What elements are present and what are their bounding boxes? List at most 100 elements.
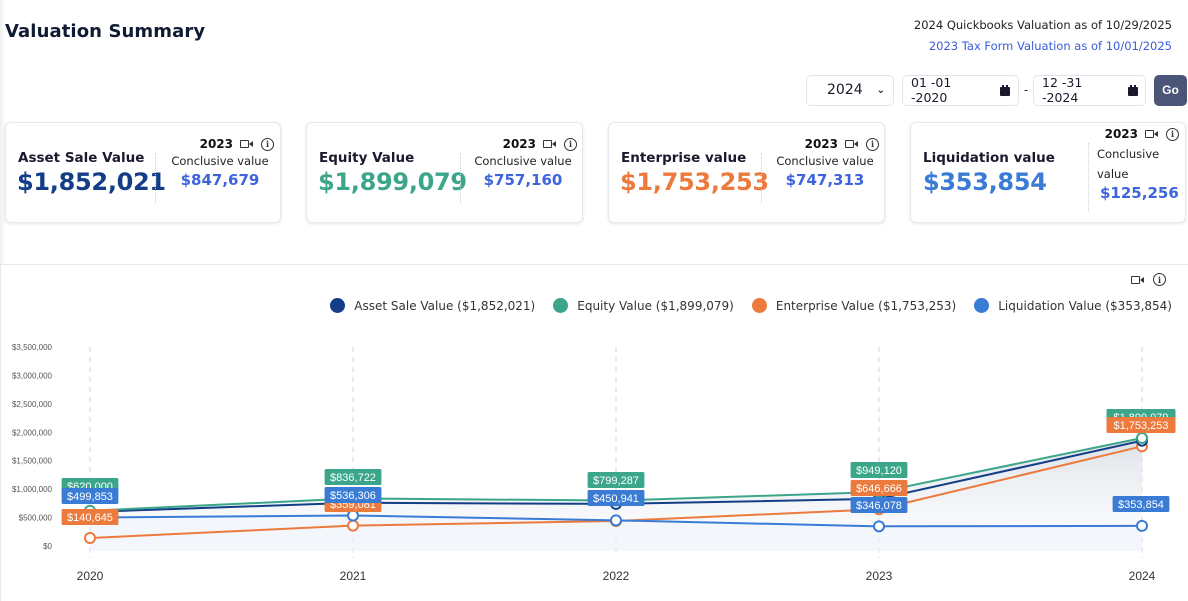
conclusive-value: $757,160 [483,171,563,189]
data-label-equity-value-bg [324,469,382,485]
data-point-liquidation-value [873,520,885,533]
data-label-equity-value-bg [587,472,645,488]
info-icon[interactable]: i [1153,273,1166,286]
conclusive-label: Conclusive value [776,154,874,168]
data-label-liquidation-value-bg [61,488,119,504]
video-icon[interactable] [240,139,254,149]
card-conclusive: 2023 i Conclusive value $847,679 [166,135,274,189]
chevron-down-icon: ⌄ [876,84,885,96]
legend-item-liquidation[interactable]: Liquidation Value ($353,854) [974,298,1172,313]
card-divider [1088,143,1089,211]
data-label-liquidation-value: $353,854 [1118,499,1164,511]
data-label-enterprise-value-bg [61,509,119,525]
data-label-equity-value-bg [850,462,908,478]
conclusive-label: Conclusive value [474,154,572,168]
y-tick-label: $0 [43,542,52,551]
card-enterprise-value: Enterprise value $1,753,253 2023 i Concl… [608,122,885,223]
data-label-liquidation-value: $499,853 [67,491,113,503]
card-conclusive: 2023 i Conclusive value $747,313 [771,135,879,189]
card-title: Equity Value [319,150,415,166]
data-label-equity-value: $949,120 [856,465,902,477]
data-label-enterprise-value-bg [1106,417,1176,433]
data-label-liquidation-value: $450,941 [593,493,639,505]
conclusive-label: Conclusive value [171,154,269,168]
chart-legend: Asset Sale Value ($1,852,021) Equity Val… [330,298,1172,313]
conclusive-value: $125,256 [1100,184,1179,202]
info-icon[interactable]: i [261,137,274,151]
date-from-input[interactable]: 01 -01 -2020 [902,74,1019,106]
data-label-liquidation-value: $536,306 [330,490,376,502]
card-year-row: 2023 i [166,135,274,153]
card-year: 2023 [1104,127,1138,141]
quickbooks-valuation-note: 2024 Quickbooks Valuation as of 10/29/20… [913,18,1172,32]
video-icon[interactable] [1131,275,1145,285]
card-divider [460,153,461,203]
data-label-equity-value: $799,287 [593,475,639,487]
video-icon[interactable] [543,139,557,149]
valuation-chart-panel: i Asset Sale Value ($1,852,021) Equity V… [0,264,1188,601]
chart-toolbar: i [1131,273,1166,286]
video-icon[interactable] [845,139,859,149]
card-year: 2023 [502,137,536,151]
data-label-liquidation-value-bg [324,487,382,503]
data-label-enterprise-value: $140,645 [67,512,113,524]
card-conclusive: 2023 i Conclusive value $757,160 [469,135,577,189]
data-label-liquidation-value-bg [587,490,645,506]
legend-dot-icon [553,298,569,313]
conclusive-value: $747,313 [785,171,865,189]
line-chart: $0 $500,000 $1,000,000 $1,500,000 $2,000,000… [12,343,1176,583]
date-from-value: 01 -01 -2020 [911,75,952,105]
info-icon[interactable]: i [866,137,879,151]
card-title: Enterprise value [621,150,747,166]
x-tick-label: 2024 [1129,569,1156,583]
card-year-row: 2023 i [1097,125,1179,143]
y-tick-label: $3,000,000 [12,371,53,380]
info-icon[interactable]: i [1166,127,1179,141]
legend-item-equity[interactable]: Equity Value ($1,899,079) [553,298,734,313]
legend-label: Enterprise Value ($1,753,253) [775,298,957,313]
legend-item-asset-sale[interactable]: Asset Sale Value ($1,852,021) [330,298,535,313]
card-divider [761,153,762,203]
data-point-liquidation-value [1136,519,1148,532]
year-select-value: 2024 [827,82,863,98]
conclusive-label: Conclusive value [1097,147,1160,181]
y-tick-label: $1,000,000 [12,485,53,494]
video-icon[interactable] [1145,129,1159,139]
legend-dot-icon [751,298,767,313]
data-label-enterprise-value: $1,753,253 [1113,420,1168,432]
year-select[interactable]: 2024 ⌄ [806,74,894,106]
date-to-input[interactable]: 12 -31 -2024 [1033,74,1146,106]
data-label-enterprise-value: $646,666 [856,483,902,495]
legend-dot-icon [330,298,346,313]
data-point-enterprise-value [347,519,359,532]
x-tick-label: 2020 [77,569,104,583]
x-tick-label: 2021 [340,569,367,583]
y-tick-label: $1,500,000 [12,457,53,466]
y-tick-label: $3,500,000 [12,343,53,352]
go-button[interactable]: Go [1154,74,1187,106]
card-value: $1,852,021 [17,168,166,196]
card-asset-sale-value: Asset Sale Value $1,852,021 2023 i Concl… [5,122,281,223]
x-tick-label: 2022 [603,569,630,583]
conclusive-value: $847,679 [180,171,260,189]
card-year-row: 2023 i [469,135,577,153]
info-icon[interactable]: i [564,137,577,151]
data-point-enterprise-value [84,532,96,545]
y-tick-label: $2,500,000 [12,400,53,409]
tax-form-valuation-link[interactable]: 2023 Tax Form Valuation as of 10/01/2025 [928,39,1172,53]
card-divider [155,153,156,203]
legend-dot-icon [974,298,990,313]
card-equity-value: Equity Value $1,899,079 2023 i Conclusiv… [306,122,583,223]
card-conclusive: 2023 i Conclusive value $125,256 [1097,125,1179,202]
date-separator: - [1023,83,1029,97]
date-to-value: 12 -31 -2024 [1042,75,1083,105]
data-label-liquidation-value-bg [850,497,908,513]
calendar-icon[interactable] [1127,84,1139,96]
legend-label: Asset Sale Value ($1,852,021) [354,298,536,313]
card-year-row: 2023 i [771,135,879,153]
data-label-liquidation-value-bg [1112,496,1170,512]
legend-item-enterprise[interactable]: Enterprise Value ($1,753,253) [751,298,957,313]
card-value: $353,854 [923,168,1047,196]
data-label-equity-value: $836,722 [330,472,376,484]
calendar-icon[interactable] [1000,84,1010,96]
